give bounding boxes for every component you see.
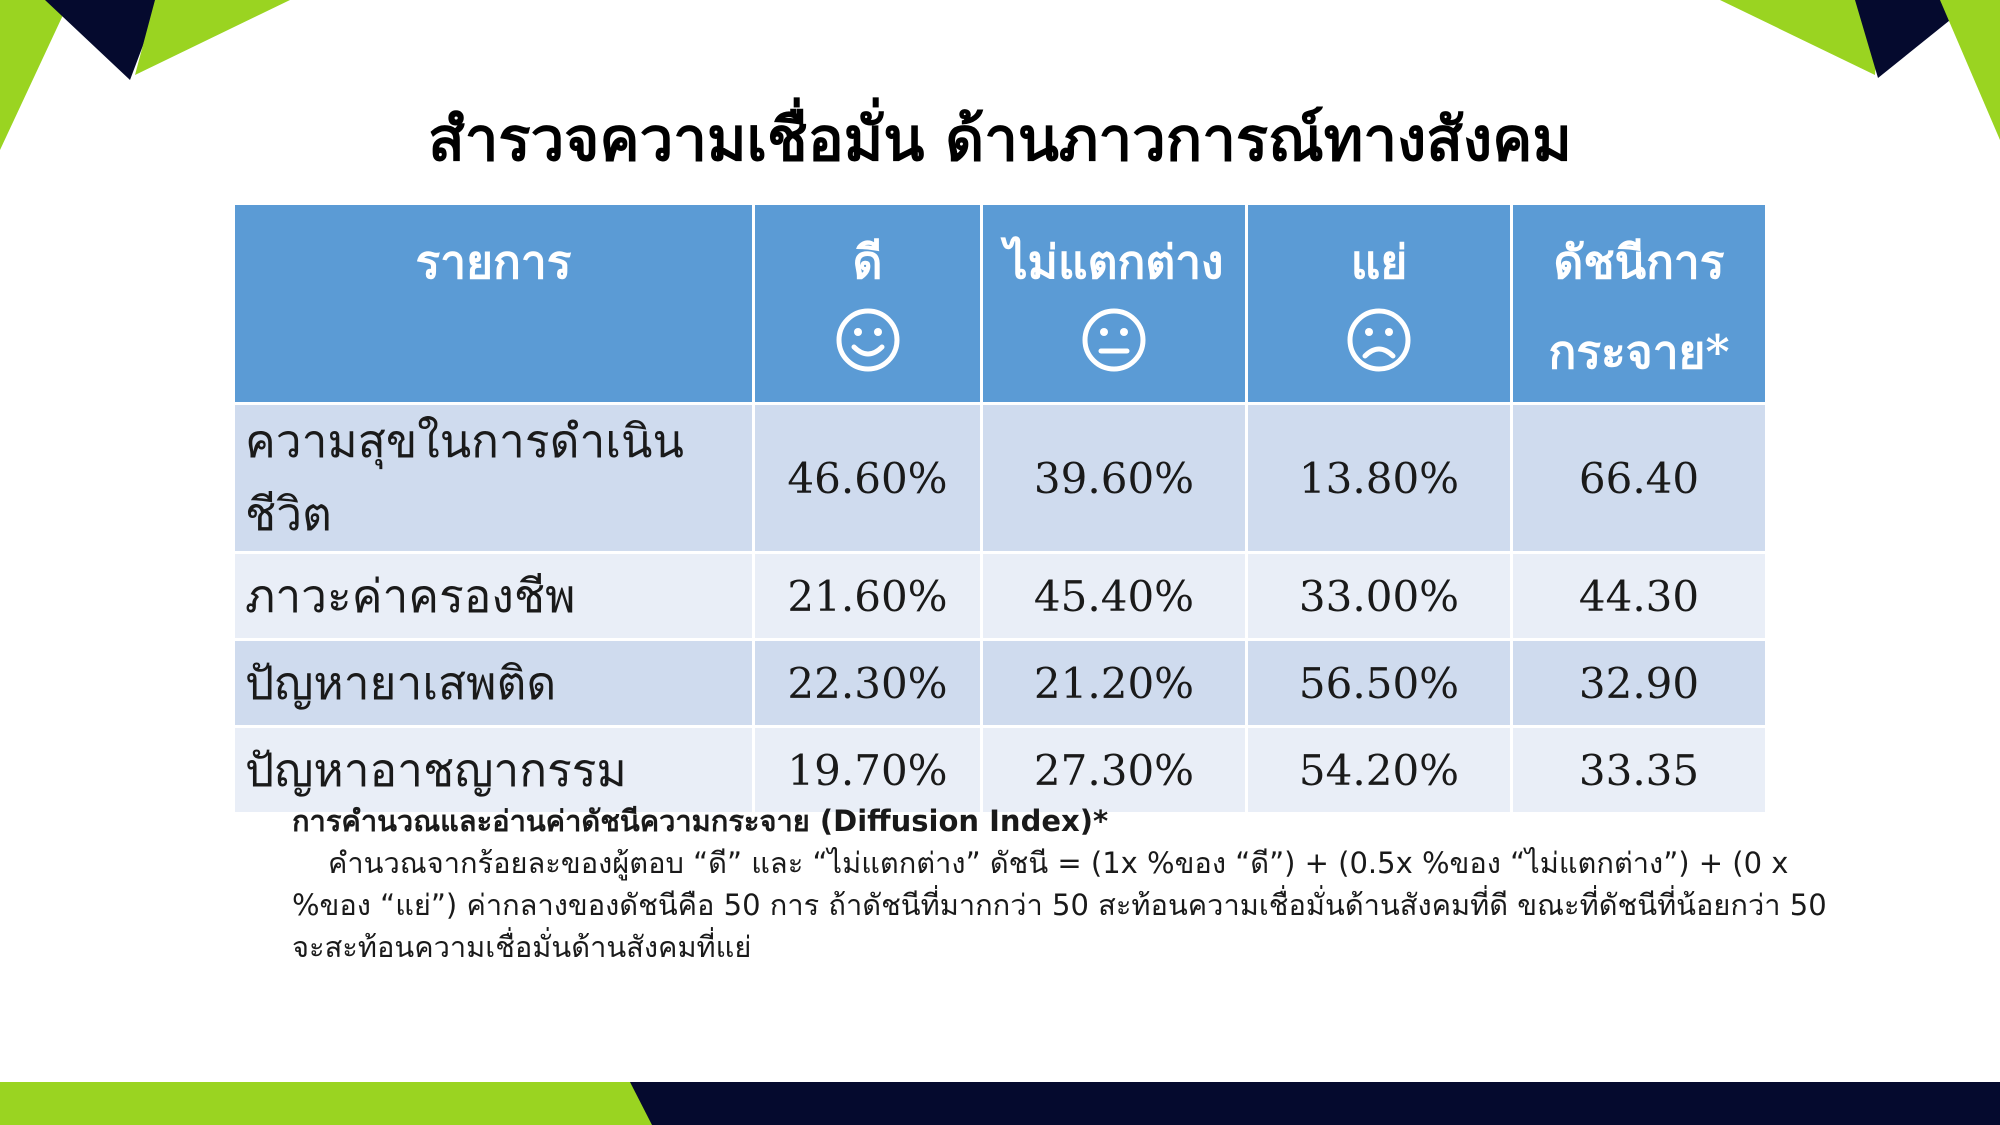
row-good: 22.30% [752,638,983,728]
header-item-label: รายการ [415,235,572,289]
row-item: ภาวะค่าครองชีพ [232,551,755,641]
frowning-face-icon [1347,308,1411,372]
row-index: 66.40 [1510,402,1768,554]
row-item: ปัญหาอาชญากรรม [232,725,755,815]
note-body-paragraph: คำนวณจากร้อยละของผู้ตอบ “ดี” และ “ไม่แตก… [292,842,1832,968]
header-good: ดี [752,202,983,405]
bottom-navy-band [630,1082,2000,1125]
table-row: ปัญหาอาชญากรรม 19.70% 27.30% 54.20% 33.3… [232,725,1768,815]
row-index: 32.90 [1510,638,1768,728]
top-left-navy-triangle [45,0,160,80]
top-left-green-wedge [135,0,290,75]
row-same: 45.40% [980,551,1248,641]
top-right-navy-triangle [1855,0,1975,78]
diffusion-index-note: การคำนวณและอ่านค่าดัชนีความกระจาย (Diffu… [292,800,1832,968]
row-bad: 13.80% [1245,402,1513,554]
top-right-green-triangle [1720,0,1880,75]
row-same: 27.30% [980,725,1248,815]
top-left-green-triangle [0,0,70,150]
header-bad: แย่ [1245,202,1513,405]
table-row: ความสุขในการดำเนินชีวิต 46.60% 39.60% 13… [232,402,1768,554]
row-good: 19.70% [752,725,983,815]
header-index-label-line2: กระจาย* [1548,325,1730,379]
survey-table: รายการ ดี ไม่แตกต่าง [232,202,1768,815]
note-title: การคำนวณและอ่านค่าดัชนีความกระจาย (Diffu… [292,804,1109,838]
table-row: ภาวะค่าครองชีพ 21.60% 45.40% 33.00% 44.3… [232,551,1768,641]
row-good: 21.60% [752,551,983,641]
row-item: ความสุขในการดำเนินชีวิต [232,402,755,554]
row-bad: 56.50% [1245,638,1513,728]
header-index: ดัชนีการ กระจาย* [1510,202,1768,405]
row-index: 33.35 [1510,725,1768,815]
row-bad: 54.20% [1245,725,1513,815]
row-item: ปัญหายาเสพติด [232,638,755,728]
row-index: 44.30 [1510,551,1768,641]
bottom-green-band [0,1082,655,1125]
header-item: รายการ [232,202,755,405]
note-body: คำนวณจากร้อยละของผู้ตอบ “ดี” และ “ไม่แตก… [292,846,1827,964]
table-header-row: รายการ ดี ไม่แตกต่าง [232,202,1768,405]
header-same-label: ไม่แตกต่าง [1004,235,1224,289]
top-right-green-corner [1940,0,2000,140]
row-same: 21.20% [980,638,1248,728]
header-same: ไม่แตกต่าง [980,202,1248,405]
neutral-face-icon [1082,308,1146,372]
slide-title: สำรวจความเชื่อมั่น ด้านภาวการณ์ทางสังคม [428,105,1572,175]
smiling-face-icon [836,308,899,372]
header-bad-label: แย่ [1350,235,1408,289]
row-bad: 33.00% [1245,551,1513,641]
row-same: 39.60% [980,402,1248,554]
header-index-label: ดัชนีการ [1553,235,1725,289]
table-row: ปัญหายาเสพติด 22.30% 21.20% 56.50% 32.90 [232,638,1768,728]
row-good: 46.60% [752,402,983,554]
header-good-label: ดี [852,235,883,289]
